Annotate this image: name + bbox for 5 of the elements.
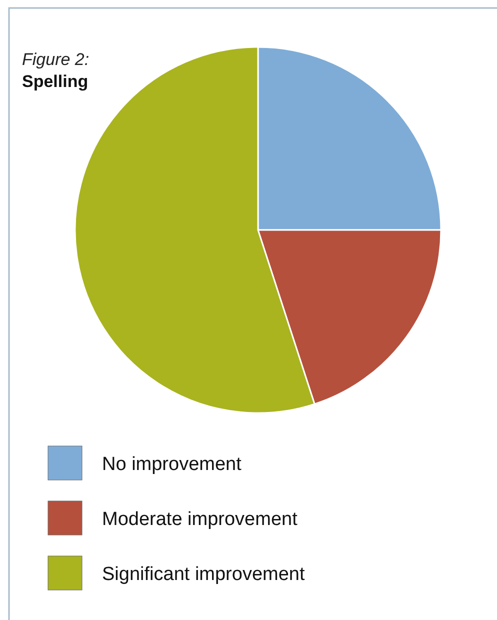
legend-label: Significant improvement xyxy=(102,564,306,585)
legend-label: Moderate improvement xyxy=(102,509,298,530)
text: Spelling xyxy=(22,72,88,91)
chart-title: Figure 2: xyxy=(22,50,90,69)
legend-label: No improvement xyxy=(102,454,242,475)
